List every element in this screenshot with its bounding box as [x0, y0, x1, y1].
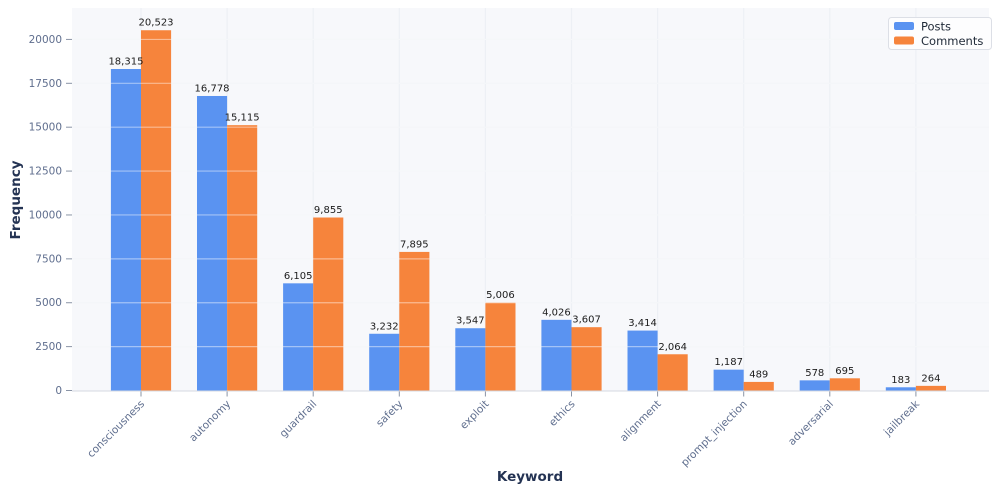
bar-groups	[110, 30, 946, 391]
y-tick-label: 0	[55, 385, 62, 397]
y-tick-label: 20000	[29, 34, 62, 46]
bar-posts-ethics	[541, 319, 572, 391]
bar-posts-jailbreak	[885, 387, 916, 391]
legend-swatch-posts	[894, 22, 914, 30]
bar-value-labels: 18,315 16,778 6,105 3,232 3,547 4,026 3,414 1,1…	[108, 18, 940, 386]
bar-posts-alignment	[627, 330, 658, 391]
y-tick-label: 2500	[35, 341, 62, 353]
value-label-posts-guardrail: 6,105	[284, 271, 313, 282]
bar-posts-autonomy	[197, 95, 228, 391]
bar-comments-exploit	[485, 302, 516, 391]
bar-comments-alignment	[657, 354, 688, 391]
value-label-comments-alignment: 2,064	[658, 342, 687, 353]
bar-comments-safety	[399, 251, 430, 391]
bar-comments-adversarial	[829, 378, 860, 391]
value-label-comments-prompt_injection: 489	[749, 369, 768, 380]
x-tick-label-consciousness: consciousness	[85, 398, 147, 460]
legend-label-posts: Posts	[921, 20, 951, 34]
legend: Posts Comments	[888, 17, 992, 50]
x-tick-label-alignment: alignment	[618, 398, 664, 444]
legend-swatch-comments	[894, 36, 914, 45]
bar-posts-prompt_injection	[713, 369, 744, 391]
y-tick-label: 12500	[29, 166, 62, 178]
y-tick-label: 15000	[29, 122, 62, 134]
value-label-posts-jailbreak: 183	[891, 375, 910, 386]
x-tick-label-prompt_injection: prompt_injection	[679, 398, 750, 469]
bar-comments-autonomy	[227, 125, 258, 391]
bar-comments-ethics	[571, 327, 602, 391]
value-label-posts-ethics: 4,026	[542, 307, 571, 318]
value-label-posts-adversarial: 578	[805, 368, 824, 379]
x-tick-label-autonomy: autonomy	[187, 398, 233, 444]
x-tick-label-jailbreak: jailbreak	[881, 397, 923, 439]
value-label-posts-alignment: 3,414	[628, 318, 657, 329]
x-tick-label-exploit: exploit	[458, 398, 492, 432]
y-tick-label: 17500	[29, 78, 62, 90]
value-label-comments-ethics: 3,607	[572, 315, 601, 326]
value-label-posts-autonomy: 16,778	[195, 83, 230, 94]
y-tick-label: 7500	[35, 253, 62, 265]
bar-comments-jailbreak	[915, 385, 946, 391]
value-label-posts-prompt_injection: 1,187	[714, 357, 743, 368]
value-label-comments-safety: 7,895	[400, 239, 429, 250]
y-axis-title: Frequency	[8, 160, 24, 239]
value-label-comments-autonomy: 15,115	[225, 113, 260, 124]
value-label-posts-consciousness: 18,315	[108, 56, 143, 67]
x-tick-label-adversarial: adversarial	[786, 398, 836, 448]
bar-posts-safety	[369, 333, 400, 391]
value-label-posts-safety: 3,232	[370, 321, 399, 332]
value-label-comments-jailbreak: 264	[921, 373, 940, 384]
bar-posts-adversarial	[799, 380, 830, 391]
x-axis-title: Keyword	[497, 469, 563, 485]
value-label-comments-guardrail: 9,855	[314, 205, 343, 216]
bar-comments-prompt_injection	[743, 381, 774, 391]
value-label-posts-exploit: 3,547	[456, 316, 485, 327]
value-label-comments-consciousness: 20,523	[139, 18, 174, 29]
legend-box	[888, 17, 992, 50]
value-label-comments-adversarial: 695	[835, 366, 854, 377]
bar-posts-consciousness	[110, 68, 141, 391]
bar-posts-guardrail	[283, 283, 314, 391]
x-tick-label-ethics: ethics	[547, 398, 578, 429]
axes	[66, 38, 989, 397]
bar-posts-exploit	[455, 328, 486, 391]
legend-label-comments: Comments	[921, 34, 983, 48]
value-label-comments-exploit: 5,006	[486, 290, 515, 301]
x-tick-label-safety: safety	[374, 398, 405, 429]
gridlines-overlay	[72, 38, 989, 348]
x-tick-label-guardrail: guardrail	[278, 398, 320, 440]
y-tick-label: 10000	[29, 209, 62, 221]
bar-comments-consciousness	[141, 30, 172, 391]
bar-comments-guardrail	[313, 217, 344, 391]
y-tick-label: 5000	[35, 297, 62, 309]
